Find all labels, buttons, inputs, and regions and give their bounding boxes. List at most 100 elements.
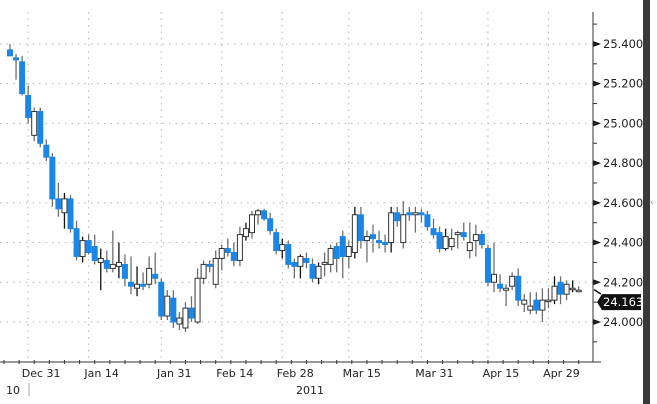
y-tick-label: 24.600 [603,196,643,210]
candle-body [218,248,225,259]
candle-body [115,261,122,267]
candle-body [460,232,467,238]
x-tick-label: Dec 31 [22,367,61,380]
candle-body [382,242,389,246]
candle-body [545,299,552,303]
y-tick-label: 25.200 [603,77,643,91]
last-price-badge [597,294,641,311]
y-tick-label: 25.000 [603,116,643,130]
candle-body [521,299,528,305]
last-price-label: 24.163 [603,295,643,309]
candle-body [575,289,582,293]
candle-body [515,275,522,301]
candle-body [37,110,44,144]
candle-body [497,283,504,289]
candle-body [491,273,497,283]
candle-body [388,212,395,244]
x-tick-label: Apr 29 [543,367,580,380]
candle-body [152,273,159,279]
candle-body [376,240,383,244]
candle-body [557,281,564,295]
candle-body [146,267,153,285]
candle-body [406,212,413,216]
candle-body [418,212,425,216]
candle-body [249,214,255,234]
candle-body [333,246,340,259]
y-tick-label: 24.200 [603,275,643,289]
candle-body [85,240,92,253]
candle-body [297,255,304,267]
x-tick-label: Feb 14 [216,367,253,380]
candle-body [442,236,449,250]
side-panel-bar[interactable] [643,0,650,404]
candle-body [19,61,26,95]
candle-body [176,317,183,325]
year-label-current: 2011 [296,384,324,397]
candle-body [31,110,38,136]
candle-body [109,263,116,269]
candle-body [279,244,286,252]
axes: 24.000 24.200 24.400 24.600 24.800 25.000 25.2… [0,12,643,397]
candle-body [345,246,352,257]
candle-body [370,234,376,240]
candle-body [569,287,576,291]
candle-body [206,263,213,267]
candle-body [430,228,437,236]
candle-body [255,210,262,216]
candle-body [194,277,201,323]
candle-body [224,248,231,253]
candle-body [400,214,407,244]
candle-body [291,261,298,267]
candle-body [563,283,570,295]
candle-body [164,295,171,317]
candle-body [261,210,268,220]
candle-body [188,307,195,319]
candle-body [140,283,147,287]
candle-body [551,285,558,301]
x-tick-label: Jan 14 [83,367,118,380]
candle-body [236,234,243,261]
candle-body [7,49,13,57]
candle-body [327,248,334,265]
candle-body [394,212,401,222]
candle-body [267,218,274,232]
candle-body [230,251,237,261]
candle-body [503,287,510,291]
candle-body [484,248,491,283]
y-tick-label: 24.000 [603,315,643,329]
candle-body [315,265,322,279]
candle-body [412,212,419,216]
y-tick-label: 25.400 [603,37,643,51]
candle-body [533,299,540,311]
x-tick-label: Apr 15 [483,367,520,380]
candle-body [170,297,177,323]
candle-body [309,263,316,279]
candle-body [128,281,134,287]
candle-body [43,144,50,158]
candle-body [103,259,110,269]
candle-body [134,283,141,289]
candle-body [339,236,346,257]
candle-body [55,198,62,210]
candle-body [200,263,207,279]
candle-body [73,228,80,257]
x-tick-label: Mar 15 [343,367,381,380]
candle-body [478,234,485,246]
candle-body [424,214,431,228]
candle-body [527,305,534,311]
candle-body [182,307,189,329]
candles [7,43,582,332]
candle-body [363,236,370,242]
y-tick-label: 24.400 [603,236,643,250]
collapse-arrow-icon[interactable]: ‹ [650,198,654,208]
candle-body [472,234,479,242]
x-tick-label: Feb 28 [277,367,314,380]
candle-body [285,244,292,265]
candle-body [448,238,455,248]
candle-body [321,261,328,265]
x-tick-label: Mar 31 [415,367,453,380]
candle-body [303,257,310,263]
year-label-prev: 10 [6,384,20,397]
x-tick-label: Jan 31 [156,367,191,380]
